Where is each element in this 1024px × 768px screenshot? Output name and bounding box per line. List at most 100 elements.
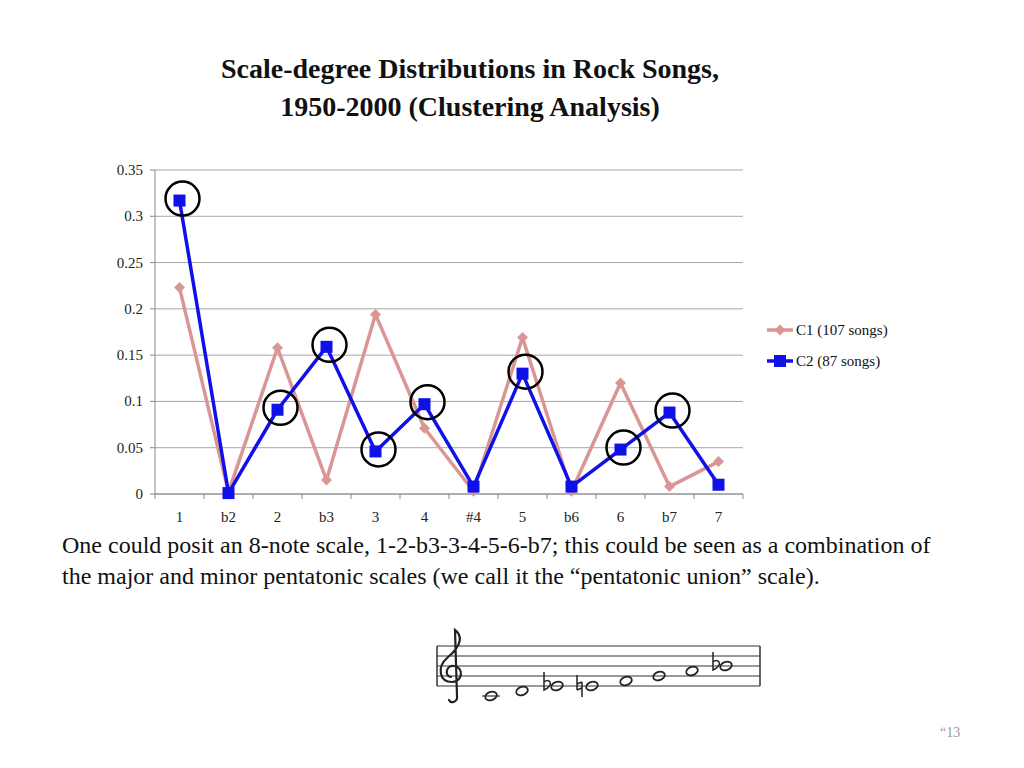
x-tick (155, 494, 156, 499)
note (515, 685, 529, 697)
staff-line (437, 665, 760, 666)
y-tick (150, 401, 155, 402)
highlight-circle (656, 394, 690, 428)
y-tick-label: 0.35 (117, 162, 143, 178)
y-tick (150, 494, 155, 495)
series-group (174, 195, 725, 500)
y-tick (150, 447, 155, 448)
caption: One could posit an 8-note scale, 1-2-b3-… (62, 530, 932, 592)
x-tick-label: b7 (662, 509, 678, 525)
x-tick (302, 494, 303, 499)
x-tick-label: #4 (466, 509, 482, 525)
x-tick (645, 494, 646, 499)
point (664, 481, 675, 492)
y-tick-label: 0.1 (124, 393, 143, 409)
legend-label: C1 (107 songs) (796, 322, 888, 339)
note (719, 660, 733, 672)
staff-line (437, 675, 760, 676)
highlight-circle (411, 385, 445, 419)
highlight-circle (362, 432, 396, 466)
point (223, 487, 235, 499)
x-tick-label: 4 (421, 509, 429, 525)
y-axis (155, 170, 156, 494)
highlight-circle (607, 431, 641, 465)
note (585, 680, 599, 692)
x-tick-label: b3 (319, 509, 334, 525)
point (566, 481, 578, 493)
note (484, 690, 498, 702)
legend-marker (775, 325, 786, 336)
point (419, 398, 431, 410)
staff-line (437, 655, 760, 656)
staff (437, 630, 760, 702)
point (370, 309, 381, 320)
y-tick-label: 0.3 (124, 208, 143, 224)
point (517, 368, 529, 380)
highlight-circle (313, 328, 347, 362)
slide-canvas: Scale-degree Distributions in Rock Songs… (0, 0, 1024, 768)
y-tick (150, 308, 155, 309)
treble-clef (441, 630, 461, 702)
x-tick (400, 494, 401, 499)
x-tick-label: b6 (564, 509, 580, 525)
y-tick-label: 0.15 (117, 347, 143, 363)
x-tick (743, 494, 744, 499)
series-line (180, 288, 719, 493)
x-tick (498, 494, 499, 499)
x-tick (204, 494, 205, 499)
x-tick (253, 494, 254, 499)
grid-line (155, 308, 743, 309)
point (174, 195, 186, 207)
grid-line (155, 170, 743, 171)
y-tick (150, 262, 155, 263)
flat-sign (544, 672, 550, 690)
grid-line (155, 401, 743, 402)
x-tick (351, 494, 352, 499)
y-tick (150, 216, 155, 217)
y-tick-label: 0 (136, 486, 144, 502)
x-tick-label: 5 (519, 509, 527, 525)
x-tick-label: 3 (372, 509, 380, 525)
note (550, 680, 564, 692)
x-tick (694, 494, 695, 499)
point (272, 342, 283, 353)
x-tick-label: b2 (221, 509, 236, 525)
grid-line (155, 216, 743, 217)
point (370, 445, 382, 457)
y-tick (150, 355, 155, 356)
x-tick (596, 494, 597, 499)
legend: C1 (107 songs) C2 (87 songs) (767, 322, 888, 370)
note (652, 670, 666, 682)
x-tick-label: 6 (617, 509, 625, 525)
series-line (180, 201, 719, 494)
highlight-circle (264, 391, 298, 425)
point (174, 282, 185, 293)
x-tick-label: 7 (715, 509, 723, 525)
legend-marker (774, 355, 786, 367)
point (713, 456, 724, 467)
grid (150, 170, 743, 494)
y-tick (150, 170, 155, 171)
grid-line (155, 355, 743, 356)
title: Scale-degree Distributions in Rock Songs… (221, 53, 719, 122)
y-tick-label: 0.05 (117, 440, 143, 456)
highlight-circle (509, 355, 543, 389)
grid-line (155, 262, 743, 263)
point (664, 407, 676, 419)
x-tick (449, 494, 450, 499)
point (468, 481, 480, 493)
point (419, 423, 430, 434)
title-line: 1950-2000 (Clustering Analysis) (280, 91, 660, 122)
natural-sign (577, 675, 582, 697)
point (272, 404, 284, 416)
point (321, 475, 332, 486)
y-tick-label: 0.25 (117, 255, 143, 271)
point (517, 332, 528, 343)
highlight-circle (166, 182, 200, 216)
flat-sign (713, 652, 719, 670)
legend-label: C2 (87 songs) (796, 353, 880, 370)
title-line: Scale-degree Distributions in Rock Songs… (221, 53, 719, 84)
point (321, 341, 333, 353)
point (615, 377, 626, 388)
y-tick-label: 0.2 (124, 301, 143, 317)
